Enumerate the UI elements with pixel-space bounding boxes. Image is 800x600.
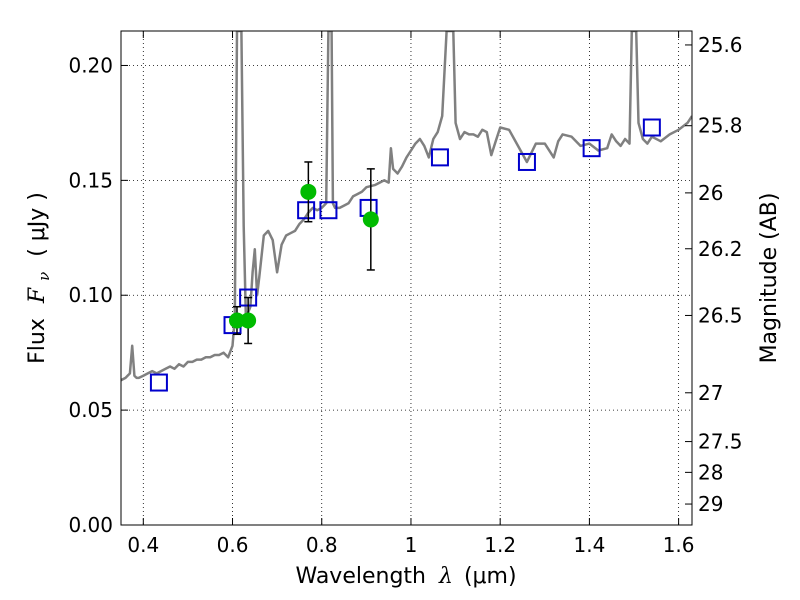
y-tick-label: 0.20 [68,53,113,77]
measurement-point [300,183,317,200]
x-tick-label: 1.4 [573,533,605,557]
y2-tick-label: 28 [698,460,723,484]
axis-ticks: 0.4 0.6 0.8 1 1.2 1.4 1.6 0.00 0.05 0.10 0.15 0.20 2… [68,31,743,557]
x-tick-label: 1.6 [663,533,695,557]
x-tick-label: 1 [405,533,418,557]
photometry-square [582,139,601,158]
y2-tick-label: 27 [698,381,723,405]
measurement-point [362,211,379,228]
measurement-point [240,312,257,329]
photometry-square [642,118,661,137]
y2-tick-label: 27.5 [698,430,743,454]
photometry-square [297,201,316,220]
y2-tick-label: 25.6 [698,33,743,57]
y2-axis-label: Magnitude (AB) [757,193,782,364]
y-tick-label: 0.10 [68,283,113,307]
y2-tick-label: 25.8 [698,114,743,138]
x-tick-label: 0.8 [306,533,338,557]
x-axis-label: Wavelength λ (μm) [295,564,516,589]
photometry-square [430,148,449,167]
y-tick-label: 0.05 [68,398,113,422]
x-tick-label: 1.2 [484,533,516,557]
y2-tick-label: 26 [698,181,723,205]
plot-frame [120,30,693,526]
y2-tick-label: 26.5 [698,303,743,327]
y2-tick-label: 29 [698,492,723,516]
x-tick-label: 0.4 [127,533,159,557]
y2-tick-label: 26.2 [698,237,743,261]
spectrum-line [121,31,692,382]
x-tick-label: 0.6 [217,533,249,557]
y-tick-label: 0.15 [68,168,113,192]
plot-area [121,31,692,392]
y-axis-label: Flux F ν ( μJy ) [25,192,55,364]
photometry-square [319,201,338,220]
y-tick-label: 0.00 [68,513,113,537]
photometry-square [149,373,168,392]
photometry-square [517,152,536,171]
